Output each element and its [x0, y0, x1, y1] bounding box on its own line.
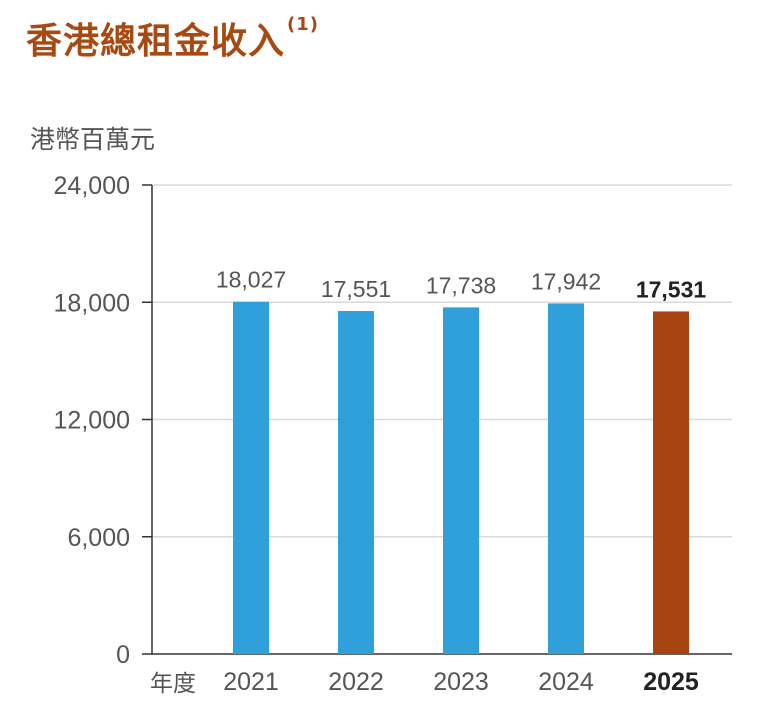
data-label-2021: 18,027	[216, 267, 286, 293]
chart-title-text: 香港總租金收入	[26, 21, 286, 62]
data-label-2022: 17,551	[321, 276, 391, 302]
bar-2022	[338, 311, 374, 654]
x-tick-label-2023: 2023	[433, 668, 489, 696]
y-tick-label: 6,000	[67, 524, 130, 552]
y-tick-label: 0	[116, 641, 130, 669]
data-label-2024: 17,942	[531, 268, 601, 294]
y-tick-label: 18,000	[54, 289, 130, 317]
bar-2023	[443, 307, 479, 654]
y-tick-label: 12,000	[54, 407, 130, 435]
bar-2024	[548, 303, 584, 654]
data-label-2023: 17,738	[426, 272, 496, 298]
x-tick-label-2022: 2022	[328, 668, 384, 696]
x-tick-label-2025: 2025	[643, 668, 699, 696]
x-tick-label-2021: 2021	[223, 668, 279, 696]
y-tick-label: 24,000	[54, 172, 130, 200]
x-axis-label: 年度	[150, 671, 196, 697]
title-footnote-marker: (1)	[287, 14, 319, 35]
bar-2021	[233, 301, 269, 654]
data-label-2025: 17,531	[636, 276, 707, 302]
chart-title: 香港總租金收入 (1)	[26, 12, 319, 64]
bar-2025	[653, 311, 689, 654]
y-axis-unit-label: 港幣百萬元	[30, 125, 156, 154]
x-tick-label-2024: 2024	[538, 668, 594, 696]
